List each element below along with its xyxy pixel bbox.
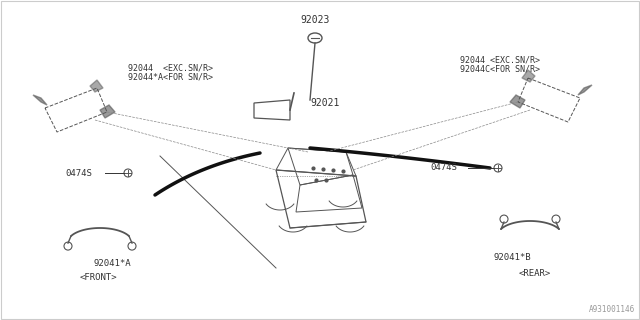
Text: 0474S: 0474S	[65, 169, 92, 178]
Polygon shape	[510, 95, 525, 108]
Text: 92044C<FOR SN/R>: 92044C<FOR SN/R>	[460, 65, 540, 74]
Text: 92023: 92023	[300, 15, 330, 25]
Text: 92021: 92021	[310, 98, 339, 108]
Text: 92044 <EXC.SN/R>: 92044 <EXC.SN/R>	[460, 55, 540, 65]
Text: <REAR>: <REAR>	[519, 268, 551, 277]
Text: 0474S: 0474S	[430, 164, 457, 172]
Text: A931001146: A931001146	[589, 305, 635, 314]
Text: <FRONT>: <FRONT>	[79, 274, 117, 283]
Polygon shape	[33, 95, 47, 105]
Text: 92044  <EXC.SN/R>: 92044 <EXC.SN/R>	[128, 63, 213, 73]
Polygon shape	[100, 105, 115, 118]
Text: 92041*B: 92041*B	[494, 252, 532, 261]
Polygon shape	[90, 80, 103, 92]
Polygon shape	[522, 70, 535, 82]
Text: 92041*A: 92041*A	[93, 259, 131, 268]
Text: 92044*A<FOR SN/R>: 92044*A<FOR SN/R>	[128, 73, 213, 82]
Polygon shape	[578, 85, 592, 95]
